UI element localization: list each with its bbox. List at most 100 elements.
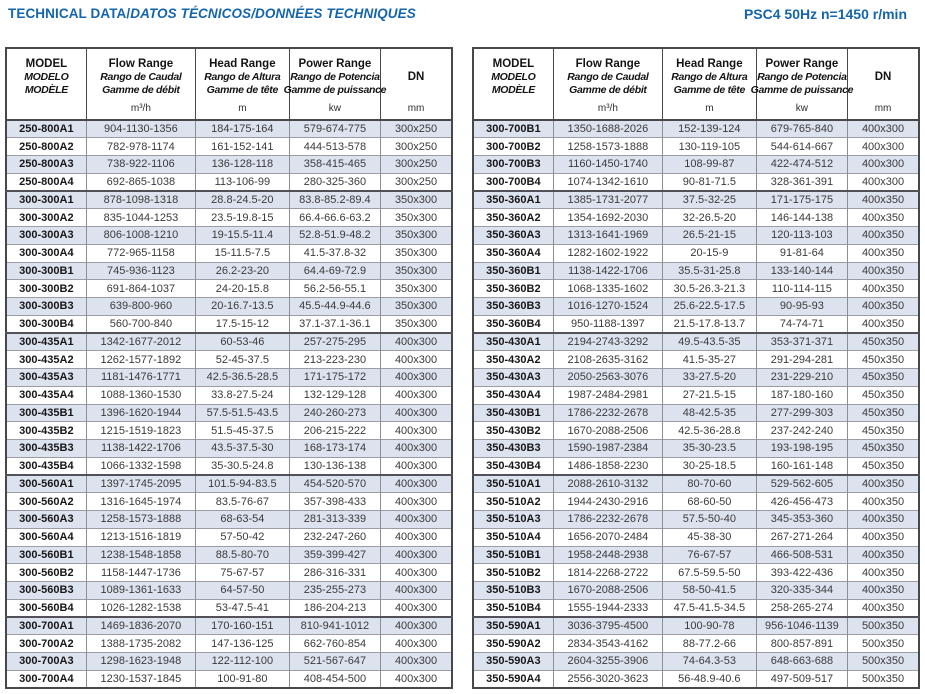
table-row: 250-800A2 782-978-1174 161-152-141 444-513-… xyxy=(6,137,452,156)
dn-cell: 400x300 xyxy=(380,510,452,529)
unit-label: mm xyxy=(874,103,892,114)
dn-cell: 400x350 xyxy=(847,474,919,493)
model-cell: 350-510A3 xyxy=(473,510,554,529)
model-cell: 350-360B2 xyxy=(473,279,554,298)
power-cell: 422-474-512 xyxy=(755,155,848,174)
flow-cell: 1160-1450-1740 xyxy=(552,155,663,174)
head-cell: 19-15.5-11.4 xyxy=(195,226,290,245)
table-row: 300-560B3 1089-1361-1633 64-57-50 235-255-2… xyxy=(6,581,452,600)
head-cell: 130-119-105 xyxy=(662,137,757,156)
power-cell: 357-398-433 xyxy=(288,492,381,511)
flow-cell: 639-800-960 xyxy=(85,297,196,316)
power-cell: 52.8-51.9-48.2 xyxy=(288,226,381,245)
table-row: 350-430A1 2194-2743-3292 49.5-43.5-35 353-3… xyxy=(473,332,919,351)
dn-cell: 500x350 xyxy=(847,634,919,653)
head-cell: 33-27.5-20 xyxy=(662,368,757,387)
power-cell: 544-614-667 xyxy=(755,137,848,156)
flow-cell: 692-865-1038 xyxy=(85,172,196,191)
flow-cell: 1397-1745-2095 xyxy=(85,474,196,493)
power-cell: 521-567-647 xyxy=(288,652,381,671)
data-table: MODEL MODELO MODÈLE Flow Range Rango de … xyxy=(472,47,920,689)
table-row: 300-700B3 1160-1450-1740 108-99-87 422-474-… xyxy=(473,155,919,174)
model-series-label: PSC4 50Hz n=1450 r/min xyxy=(743,6,907,22)
flow-cell: 1385-1731-2077 xyxy=(552,190,663,209)
flow-cell: 1258-1573-1888 xyxy=(552,137,663,156)
head-cell: 35-30.5-24.8 xyxy=(195,456,290,475)
header-label: MODELO xyxy=(491,71,536,83)
table-row: 300-560A1 1397-1745-2095 101.5-94-83.5 454-… xyxy=(6,474,452,493)
power-cell: 41.5-37.8-32 xyxy=(288,243,381,262)
flow-cell: 1656-2070-2484 xyxy=(552,527,663,546)
table-row: 300-560B1 1238-1548-1858 88.5-80-70 359-399… xyxy=(6,545,452,564)
head-cell: 170-160-151 xyxy=(195,616,290,635)
dn-cell: 400x300 xyxy=(380,669,452,688)
dn-cell: 400x300 xyxy=(847,155,919,174)
column-header-power: Power Range Rango de Potencia Gamme de p… xyxy=(284,47,386,121)
model-cell: 300-435B1 xyxy=(6,403,87,422)
power-cell: 168-173-174 xyxy=(288,439,381,458)
head-cell: 68-60-50 xyxy=(662,492,757,511)
model-cell: 350-430B3 xyxy=(473,439,554,458)
model-cell: 350-430B1 xyxy=(473,403,554,422)
flow-cell: 835-1044-1253 xyxy=(85,208,196,227)
table-row: 350-360B3 1016-1270-1524 25.6-22.5-17.5 90-… xyxy=(473,297,919,316)
dn-cell: 450x350 xyxy=(847,385,919,404)
head-cell: 152-139-124 xyxy=(662,119,757,138)
power-cell: 280-325-360 xyxy=(288,172,381,191)
model-cell: 350-430A3 xyxy=(473,368,554,387)
dn-cell: 400x350 xyxy=(847,581,919,600)
dn-cell: 500x350 xyxy=(847,669,919,688)
page-title-main: TECHNICAL DATA/ xyxy=(8,6,131,21)
model-cell: 300-435A2 xyxy=(6,350,87,369)
header-label: Gamme de débit xyxy=(569,83,647,96)
flow-cell: 691-864-1037 xyxy=(85,279,196,298)
head-cell: 74-64.3-53 xyxy=(662,652,757,671)
model-cell: 350-510B2 xyxy=(473,563,554,582)
dn-cell: 400x300 xyxy=(847,137,919,156)
power-cell: 193-198-195 xyxy=(755,439,848,458)
dn-cell: 400x350 xyxy=(847,190,919,209)
column-header-power: Power Range Rango de Potencia Gamme de p… xyxy=(751,47,853,121)
dn-cell: 400x300 xyxy=(380,385,452,404)
power-cell: 257-275-295 xyxy=(288,332,381,351)
model-cell: 350-510A4 xyxy=(473,527,554,546)
power-cell: 393-422-436 xyxy=(755,563,848,582)
head-cell: 113-106-99 xyxy=(195,172,290,191)
dn-cell: 400x350 xyxy=(847,243,919,262)
head-cell: 68-63-54 xyxy=(195,510,290,529)
head-cell: 75-67-57 xyxy=(195,563,290,582)
table-row: 300-435B3 1138-1422-1706 43.5-37.5-30 168-1… xyxy=(6,439,452,458)
head-cell: 42.5-36-28.8 xyxy=(662,421,757,440)
dn-cell: 400x300 xyxy=(380,474,452,493)
power-cell: 56.2-56-55.1 xyxy=(288,279,381,298)
flow-cell: 1230-1537-1845 xyxy=(85,669,196,688)
model-cell: 300-300A3 xyxy=(6,226,87,245)
flow-cell: 1814-2268-2722 xyxy=(552,563,663,582)
flow-cell: 1590-1987-2384 xyxy=(552,439,663,458)
flow-cell: 1068-1335-1602 xyxy=(552,279,663,298)
flow-cell: 1396-1620-1944 xyxy=(85,403,196,422)
head-cell: 64-57-50 xyxy=(195,581,290,600)
head-cell: 100-91-80 xyxy=(195,669,290,688)
dn-cell: 500x350 xyxy=(847,652,919,671)
table-row: 350-360A1 1385-1731-2077 37.5-32-25 171-175… xyxy=(473,190,919,209)
unit-label: m³/h xyxy=(597,103,618,114)
header-label: MODELO xyxy=(24,71,69,83)
power-cell: 359-399-427 xyxy=(288,545,381,564)
table-row: 350-360A3 1313-1641-1969 26.5-21-15 120-113… xyxy=(473,226,919,245)
power-cell: 171-175-172 xyxy=(288,368,381,387)
header-label: Flow Range xyxy=(108,58,174,70)
table-row: 300-435A3 1181-1476-1771 42.5-36.5-28.5 171… xyxy=(6,368,452,387)
dn-cell: 400x350 xyxy=(847,527,919,546)
model-cell: 250-800A4 xyxy=(6,172,87,191)
model-cell: 300-435A3 xyxy=(6,368,87,387)
table-row: 350-430A4 1987-2484-2981 27-21.5-15 187-180… xyxy=(473,385,919,404)
dn-cell: 400x300 xyxy=(380,545,452,564)
model-cell: 300-435A1 xyxy=(6,332,87,351)
head-cell: 51.5-45-37.5 xyxy=(195,421,290,440)
power-cell: 267-271-264 xyxy=(755,527,848,546)
head-cell: 24-20-15.8 xyxy=(195,279,290,298)
table-row: 300-560A2 1316-1645-1974 83.5-76-67 357-398… xyxy=(6,492,452,511)
column-header-head: Head Range Rango de Altura Gamme de tête… xyxy=(662,47,757,121)
dn-cell: 400x300 xyxy=(380,350,452,369)
